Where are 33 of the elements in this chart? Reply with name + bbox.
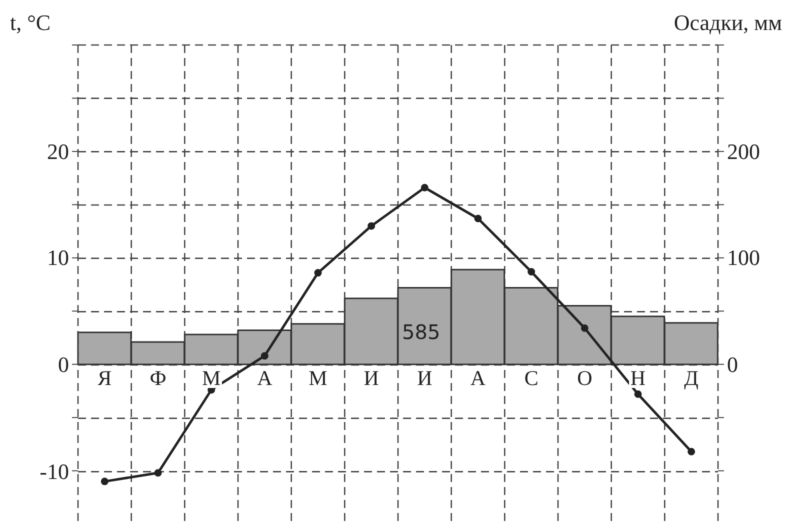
point [154,469,162,477]
y-tick-label: -10 [40,458,69,485]
x-tick-label: И [416,366,434,390]
y2-tick-label: 100 [727,245,760,272]
y-tick-label: 0 [58,352,69,378]
x-tick-label: А [256,366,274,390]
x-tick-label: Н [629,366,647,390]
x-tick-label: Я [96,366,113,390]
y2-axis-title: Осадки, мм [674,10,782,36]
x-tick-label: А [469,366,487,390]
point [260,352,268,360]
y-tick-label: 20 [47,138,69,165]
point [420,184,428,192]
point [368,222,376,230]
x-tick-label: О [576,366,594,390]
point [474,214,482,222]
annotation: 585 [402,320,440,344]
point [314,269,322,277]
x-tick-label: И [362,366,380,390]
point [580,324,588,332]
x-tick-label: Д [683,366,700,390]
x-tick-label: М [200,366,222,390]
y-tick-label: 10 [47,245,69,272]
x-tick-label: М [308,366,328,390]
y-axis-title: t, °C [10,10,51,36]
x-tick-label: С [523,366,540,390]
y2-tick-label: 0 [727,352,738,378]
x-tick-label: Ф [148,366,168,390]
point [528,268,536,276]
y2-tick-label: 200 [727,138,760,165]
point [634,390,642,398]
point [688,448,696,456]
point [100,478,108,486]
